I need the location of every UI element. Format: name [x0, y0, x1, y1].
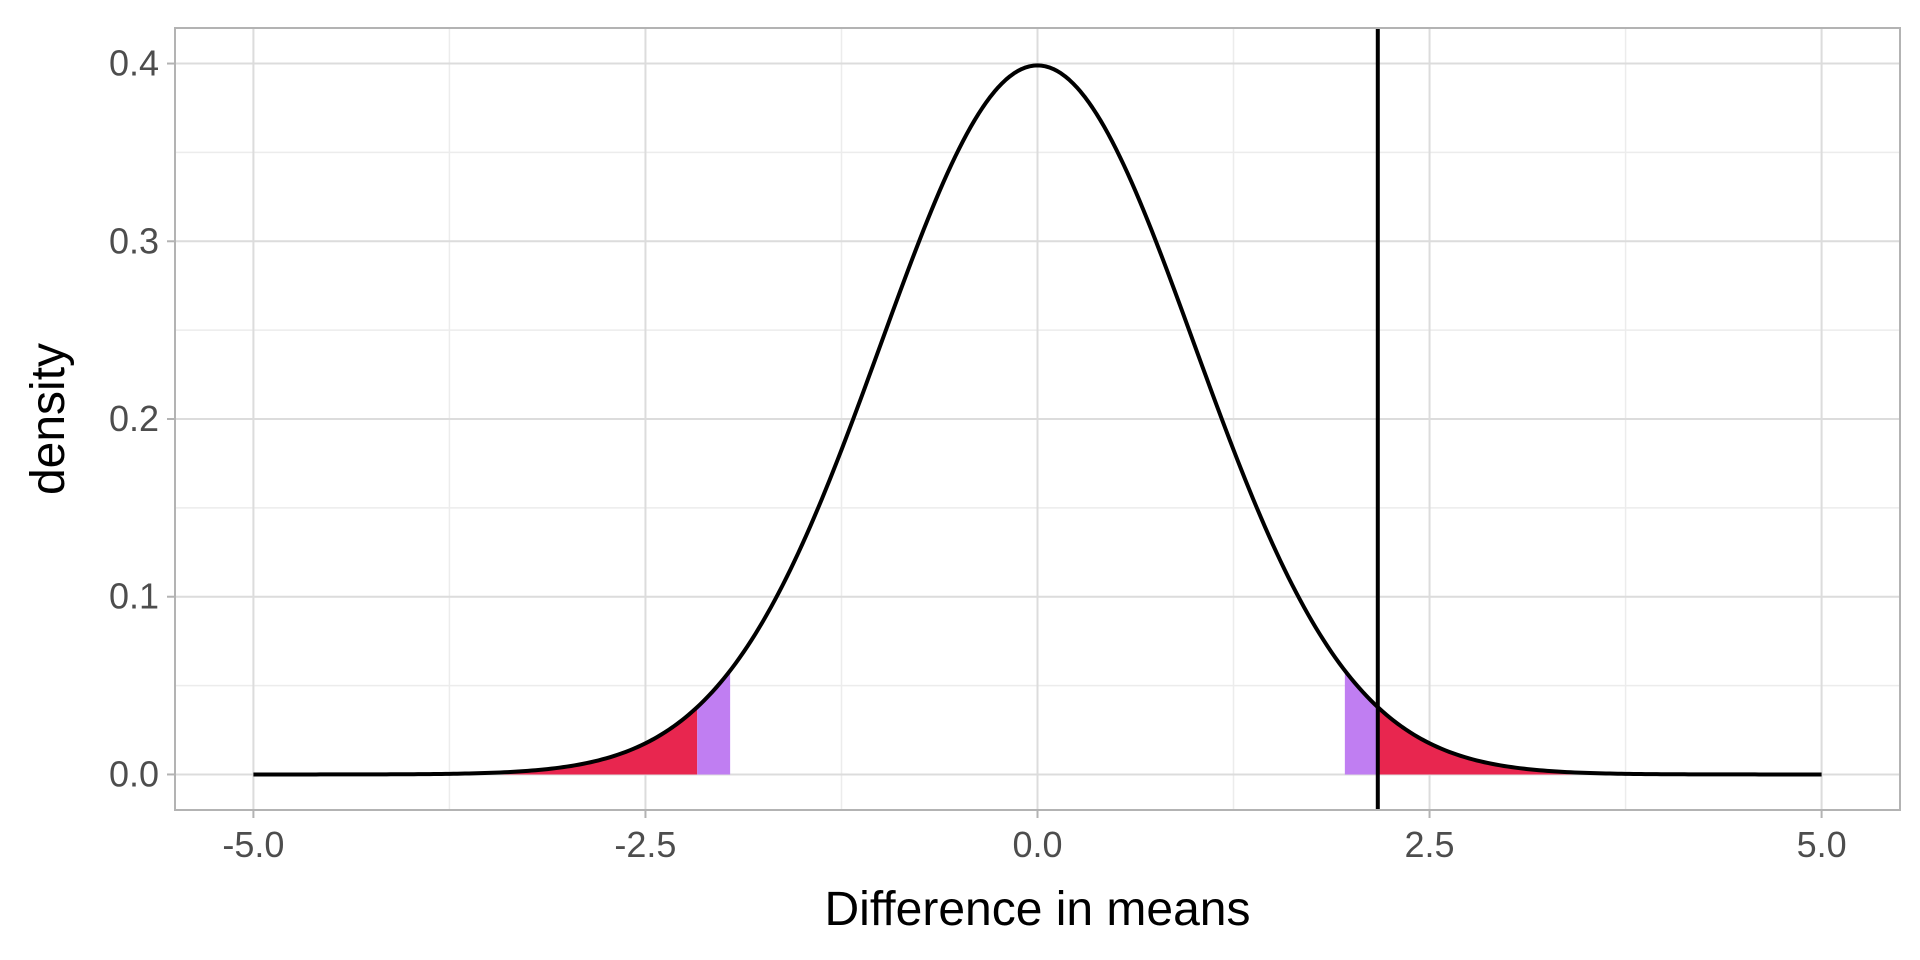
x-tick-label: -5.0	[222, 824, 284, 865]
density-curve	[253, 63, 1822, 777]
y-tick-label: 0.0	[109, 753, 159, 794]
shaded-region	[697, 670, 731, 775]
shaded-region	[1377, 707, 1587, 775]
major-gridlines	[175, 28, 1900, 810]
y-axis-ticks: 0.0 0.1 0.2 0.3 0.4	[109, 43, 175, 794]
x-axis-title: Difference in means	[825, 883, 1251, 936]
shaded-region	[1344, 670, 1378, 775]
y-tick-label: 0.1	[109, 576, 159, 617]
y-tick-label: 0.2	[109, 398, 159, 439]
x-tick-label: 0.0	[1012, 824, 1062, 865]
x-tick-label: 5.0	[1797, 824, 1847, 865]
y-tick-label: 0.3	[109, 220, 159, 261]
y-tick-label: 0.4	[109, 43, 159, 84]
density-curve-layer	[253, 63, 1822, 777]
x-tick-label: 2.5	[1405, 824, 1455, 865]
shaded-region	[488, 707, 698, 775]
x-axis-ticks: -5.0 -2.5 0.0 2.5 5.0	[222, 810, 1847, 865]
x-tick-label: -2.5	[614, 824, 676, 865]
y-axis-title: density	[22, 343, 75, 495]
shaded-regions	[488, 670, 1587, 775]
